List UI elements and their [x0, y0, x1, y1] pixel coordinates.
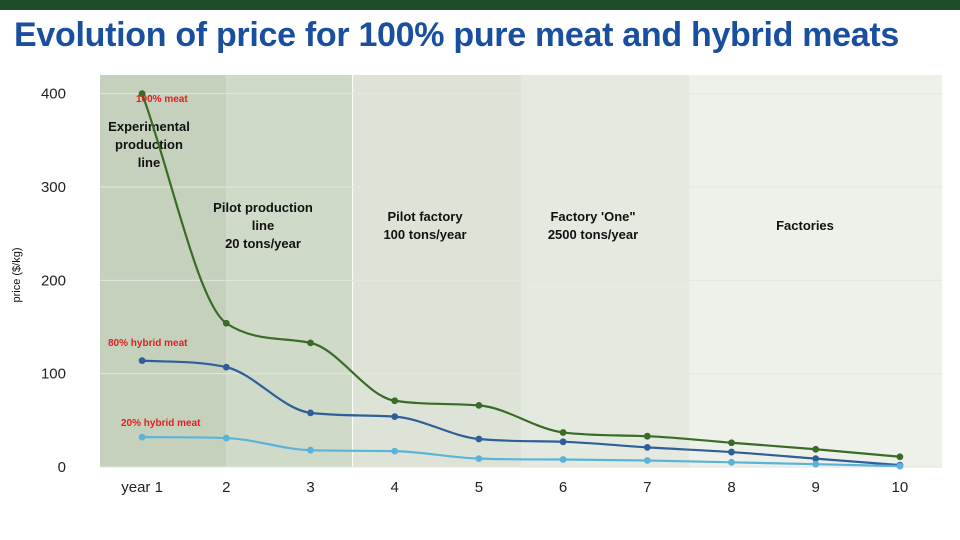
- phase-label-3: Pilot factory 100 tons/year: [383, 209, 466, 242]
- data-point: [475, 402, 483, 409]
- data-point: [896, 453, 904, 461]
- series-label-2: 80% hybrid meat: [108, 338, 188, 349]
- y-axis-title: price ($/kg): [11, 247, 23, 302]
- phase-labels: Experimental production line Pilot producti…: [108, 119, 834, 251]
- data-point: [728, 448, 735, 456]
- phase-label-4: Factory 'One" 2500 tons/year: [548, 209, 638, 242]
- y-axis-ticks: 0 100 200 300 400: [41, 86, 66, 476]
- series-line-3: [142, 436, 900, 468]
- data-point: [391, 447, 399, 455]
- data-point: [643, 432, 651, 440]
- phase-label-1: Experimental production line: [108, 119, 190, 170]
- data-point: [222, 363, 230, 371]
- series-labels: 100% meat 80% hybrid meat 20% hybrid meat: [108, 94, 201, 429]
- data-point: [812, 455, 820, 462]
- data-point: [138, 90, 146, 98]
- x-axis-ticks: year 1 2 3 4 5 6 7 8 9 10: [121, 479, 908, 496]
- y-tick-label: 100: [41, 366, 66, 383]
- phase-bands: [100, 75, 942, 467]
- x-tick-label: 10: [892, 479, 909, 496]
- data-point: [728, 439, 735, 447]
- data-point: [559, 438, 567, 446]
- data-point: [896, 462, 904, 470]
- data-point: [307, 446, 314, 454]
- x-tick-label: 8: [727, 479, 735, 496]
- data-point: [138, 357, 146, 364]
- x-tick-label: 7: [643, 479, 651, 496]
- x-tick-label: 9: [812, 479, 820, 496]
- x-tick-label: 4: [391, 479, 399, 496]
- series-label-3: 20% hybrid meat: [121, 418, 201, 429]
- data-point: [391, 413, 399, 420]
- y-tick-label: 400: [41, 86, 66, 103]
- phase-band-2: [226, 75, 353, 467]
- series-line-2: [142, 359, 900, 467]
- y-tick-label: 300: [41, 179, 66, 196]
- phase-band-1: [100, 75, 227, 467]
- x-tick-label: 6: [559, 479, 567, 496]
- page-title: Evolution of price for 100% pure meat an…: [14, 16, 899, 54]
- phase-label-5: Factories: [776, 218, 834, 233]
- data-point: [728, 458, 735, 466]
- series-points: [138, 90, 904, 470]
- data-point: [812, 445, 820, 453]
- data-point: [475, 435, 483, 443]
- phase-band-5: [689, 75, 942, 467]
- data-point: [559, 429, 567, 436]
- data-point: [391, 397, 399, 405]
- x-tick-label: 3: [306, 479, 314, 496]
- phase-band-3: [352, 75, 521, 467]
- data-point: [307, 409, 314, 417]
- data-point: [222, 319, 230, 327]
- data-point: [559, 456, 567, 463]
- y-tick-label: 0: [58, 459, 66, 476]
- y-tick-label: 200: [41, 272, 66, 289]
- x-tick-label: year 1: [121, 479, 163, 496]
- data-point: [643, 444, 651, 451]
- phase-band-4: [521, 75, 690, 467]
- x-tick-label: 5: [475, 479, 483, 496]
- data-point: [307, 339, 314, 347]
- gridlines: [100, 93, 942, 468]
- top-accent-bar: [0, 0, 960, 10]
- data-point: [138, 433, 146, 441]
- data-point: [643, 457, 651, 464]
- data-point: [812, 460, 820, 468]
- data-point: [475, 455, 483, 462]
- series-label-1: 100% meat: [136, 94, 188, 105]
- phase-label-2: Pilot production line 20 tons/year: [213, 200, 313, 251]
- x-tick-label: 2: [222, 479, 230, 496]
- data-point: [222, 434, 230, 442]
